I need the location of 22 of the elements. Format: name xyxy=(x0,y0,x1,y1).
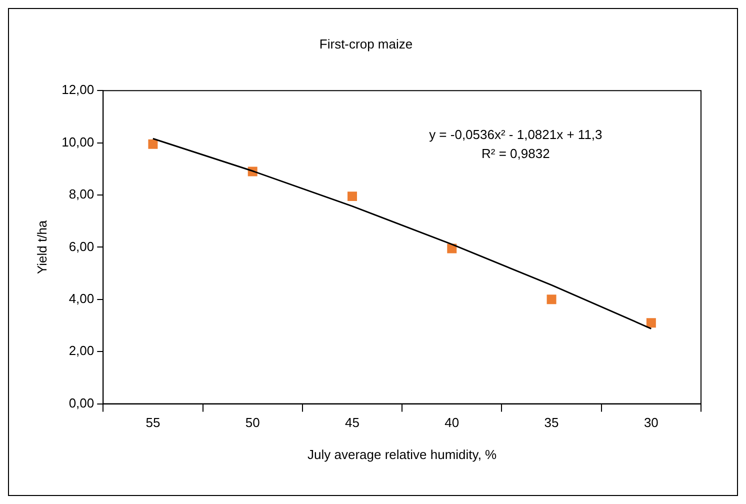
y-tick-label: 10,00 xyxy=(62,134,94,150)
x-axis-title: July average relative humidity, % xyxy=(308,446,498,462)
y-tick-label: 4,00 xyxy=(68,290,94,306)
y-axis-title: Yield t/ha xyxy=(34,220,50,274)
x-tick-label: 55 xyxy=(146,415,160,430)
y-tick-label: 8,00 xyxy=(68,186,94,202)
x-tick-label: 45 xyxy=(345,415,360,430)
x-tick-label: 35 xyxy=(544,415,559,430)
y-tick-label: 6,00 xyxy=(68,238,94,254)
x-tick-label: 30 xyxy=(644,415,658,430)
point xyxy=(646,318,656,328)
x-tick-label: 40 xyxy=(444,415,460,430)
chart-title: First-crop maize xyxy=(319,36,413,52)
y-tick-label: 2,00 xyxy=(68,343,94,358)
point xyxy=(348,192,357,202)
point xyxy=(148,139,158,149)
x-tick-label: 50 xyxy=(245,415,260,430)
annotation: y = -0,0536x² - 1,0821x + 11,3 xyxy=(429,127,602,142)
annotation: R² = 0,9832 xyxy=(482,146,550,162)
y-tick-label: 0,00 xyxy=(68,395,94,410)
point xyxy=(546,294,556,304)
y-tick-label: 12,00 xyxy=(62,82,94,98)
